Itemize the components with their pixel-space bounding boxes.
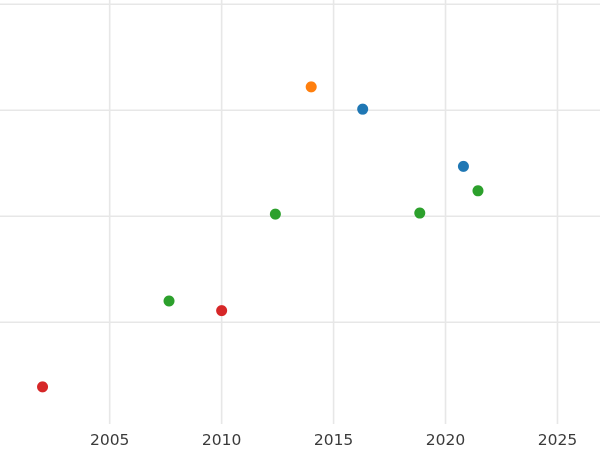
data-point-green [472, 185, 484, 197]
data-point-blue [457, 160, 469, 172]
data-point-orange [305, 81, 317, 93]
data-point-green [414, 207, 426, 219]
x-tick-label: 2005 [90, 431, 129, 449]
data-point-red [216, 305, 228, 317]
data-point-blue [357, 103, 369, 115]
data-point-red [37, 381, 49, 393]
x-axis-tick-labels: 2005 2010 2015 2020 2025 [90, 431, 577, 449]
data-point-layer [37, 81, 484, 393]
x-tick-label: 2010 [202, 431, 241, 449]
data-point-green [269, 208, 281, 220]
gridline-layer [0, 0, 600, 424]
data-point-green [163, 295, 175, 307]
x-tick-label: 2020 [426, 431, 465, 449]
x-tick-label: 2015 [314, 431, 353, 449]
x-tick-label: 2025 [538, 431, 577, 449]
